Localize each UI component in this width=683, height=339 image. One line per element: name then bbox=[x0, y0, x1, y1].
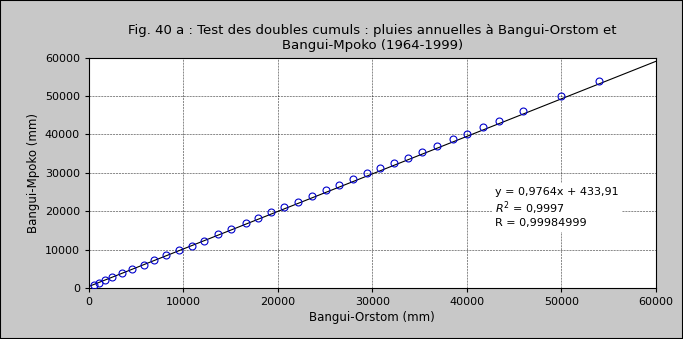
X-axis label: Bangui-Orstom (mm): Bangui-Orstom (mm) bbox=[309, 311, 435, 324]
Text: y = 0,9764x + 433,91
$R^2$ = 0,9997
R = 0,99984999: y = 0,9764x + 433,91 $R^2$ = 0,9997 R = … bbox=[495, 186, 619, 228]
Y-axis label: Bangui-Mpoko (mm): Bangui-Mpoko (mm) bbox=[27, 113, 40, 233]
Title: Fig. 40 a : Test des doubles cumuls : pluies annuelles à Bangui-Orstom et
Bangui: Fig. 40 a : Test des doubles cumuls : pl… bbox=[128, 24, 617, 52]
